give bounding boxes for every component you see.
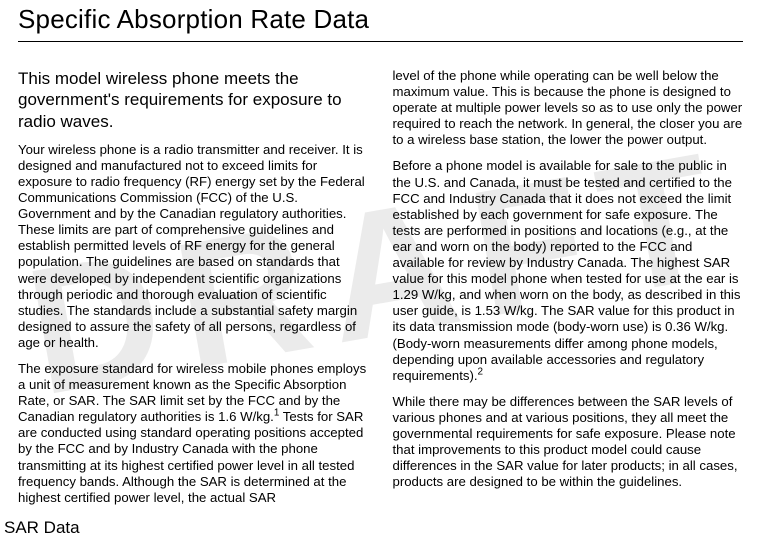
body-paragraph: The exposure standard for wireless mobil… xyxy=(18,361,369,506)
right-column: level of the phone while operating can b… xyxy=(393,68,744,516)
page-title: Specific Absorption Rate Data xyxy=(18,4,743,42)
body-paragraph: Your wireless phone is a radio transmitt… xyxy=(18,142,369,351)
body-paragraph: Before a phone model is available for sa… xyxy=(393,158,744,383)
subheading: This model wireless phone meets the gove… xyxy=(18,68,369,132)
body-paragraph: level of the phone while operating can b… xyxy=(393,68,744,148)
footnote-ref: 2 xyxy=(478,366,484,377)
page-content: Specific Absorption Rate Data This model… xyxy=(0,0,761,516)
body-paragraph: While there may be differences between t… xyxy=(393,394,744,491)
footer-label: SAR Data xyxy=(4,518,80,538)
body-text: Before a phone model is available for sa… xyxy=(393,158,741,382)
two-column-layout: This model wireless phone meets the gove… xyxy=(18,68,743,516)
left-column: This model wireless phone meets the gove… xyxy=(18,68,369,516)
